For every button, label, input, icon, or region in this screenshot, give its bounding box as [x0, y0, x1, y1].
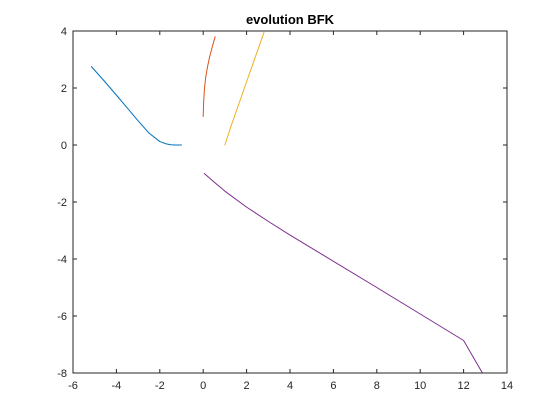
chart-title: evolution BFK [246, 12, 335, 27]
x-tick-label: 12 [457, 380, 469, 392]
x-tick-label: 2 [244, 380, 250, 392]
y-tick-label: 4 [61, 26, 67, 38]
x-tick-label: 10 [414, 380, 426, 392]
x-tick-label: -6 [68, 380, 78, 392]
x-tick-label: -4 [112, 380, 122, 392]
series-layer [90, 31, 483, 373]
series-line-3 [224, 31, 265, 146]
y-tick-label: 0 [61, 140, 67, 152]
series-line-4 [203, 173, 483, 373]
x-tick-label: 6 [330, 380, 336, 392]
y-tick-label: -2 [57, 197, 67, 209]
x-tick-label: 0 [200, 380, 206, 392]
x-tick-label: 14 [501, 380, 513, 392]
y-tick-label: 2 [61, 83, 67, 95]
x-tick-label: 4 [287, 380, 293, 392]
series-line-1 [90, 66, 182, 146]
x-tick-label: 8 [374, 380, 380, 392]
y-tick-label: -4 [57, 254, 67, 266]
x-tick-label: -2 [155, 380, 165, 392]
y-tick-label: -8 [57, 368, 67, 380]
plot-area [73, 31, 507, 373]
series-line-2 [202, 36, 216, 117]
y-tick-label: -6 [57, 311, 67, 323]
